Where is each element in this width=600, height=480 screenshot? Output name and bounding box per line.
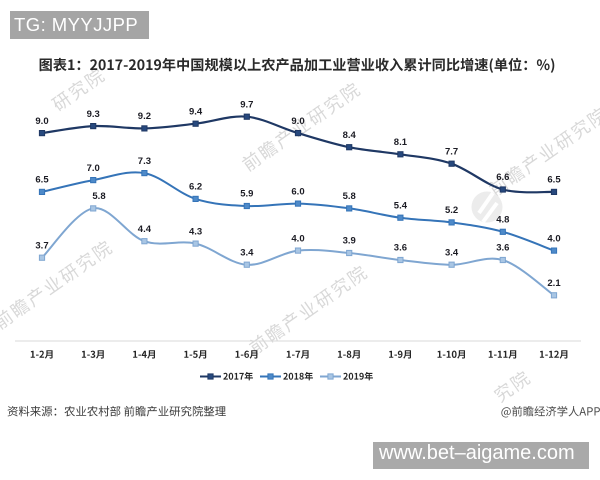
svg-text:6.2: 6.2 xyxy=(189,182,202,193)
svg-text:3.7: 3.7 xyxy=(35,240,48,251)
svg-text:4.8: 4.8 xyxy=(496,215,509,226)
svg-text:4.3: 4.3 xyxy=(189,226,202,237)
svg-text:5.2: 5.2 xyxy=(445,205,458,216)
svg-text:3.4: 3.4 xyxy=(445,247,459,258)
svg-text:3.9: 3.9 xyxy=(343,236,356,247)
svg-text:9.0: 9.0 xyxy=(35,116,48,127)
svg-text:6.6: 6.6 xyxy=(496,172,509,183)
svg-text:4.0: 4.0 xyxy=(291,233,304,244)
svg-text:6.5: 6.5 xyxy=(547,175,561,186)
svg-text:5.8: 5.8 xyxy=(92,191,105,202)
svg-text:5.4: 5.4 xyxy=(394,200,408,211)
svg-text:7.3: 7.3 xyxy=(138,156,151,167)
svg-text:9.3: 9.3 xyxy=(87,109,100,120)
svg-text:3.4: 3.4 xyxy=(240,247,254,258)
svg-text:9.4: 9.4 xyxy=(189,106,203,117)
svg-text:3.6: 3.6 xyxy=(394,243,407,254)
svg-text:7.0: 7.0 xyxy=(87,163,100,174)
svg-text:9.7: 9.7 xyxy=(240,99,253,110)
svg-text:7.7: 7.7 xyxy=(445,146,458,157)
svg-text:4.0: 4.0 xyxy=(547,233,560,244)
svg-text:5.8: 5.8 xyxy=(343,191,356,202)
svg-text:3.6: 3.6 xyxy=(496,243,509,254)
svg-text:2.1: 2.1 xyxy=(547,278,561,289)
svg-text:8.4: 8.4 xyxy=(343,130,357,141)
svg-text:6.0: 6.0 xyxy=(291,186,304,197)
svg-text:8.1: 8.1 xyxy=(394,137,408,148)
svg-text:4.4: 4.4 xyxy=(138,224,152,235)
svg-text:9.2: 9.2 xyxy=(138,111,151,122)
svg-text:9.0: 9.0 xyxy=(291,116,304,127)
svg-text:6.5: 6.5 xyxy=(35,175,49,186)
svg-text:5.9: 5.9 xyxy=(240,189,253,200)
